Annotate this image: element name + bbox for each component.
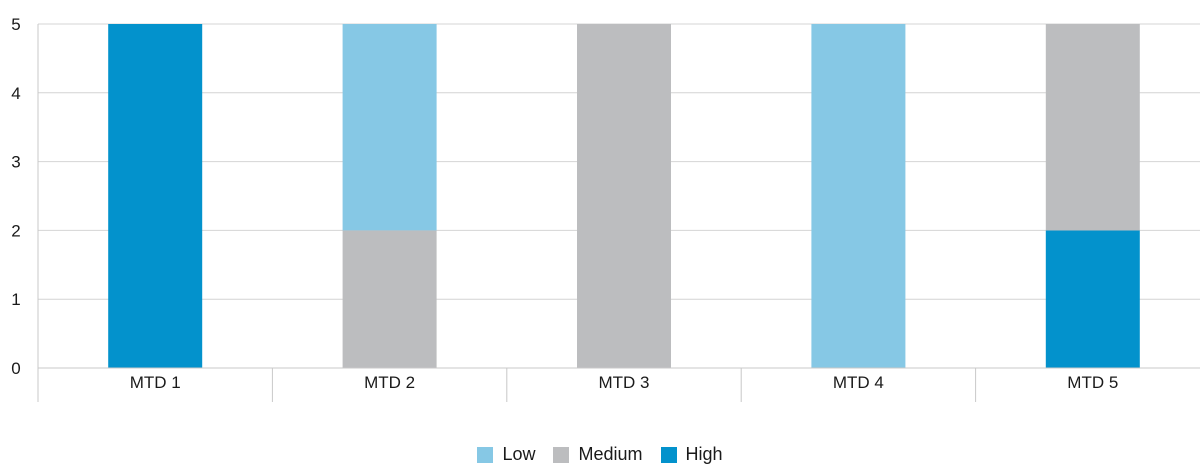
legend-swatch-low <box>477 446 494 463</box>
x-tick-label: MTD 2 <box>364 373 415 392</box>
y-tick-label: 5 <box>11 15 20 34</box>
bar-low-mtd-4 <box>811 24 906 368</box>
legend-swatch-high <box>660 446 677 463</box>
y-tick-label: 1 <box>11 290 20 309</box>
legend-label-high: High <box>685 444 723 464</box>
bar-medium-mtd-3 <box>577 24 671 368</box>
legend-label-medium: Medium <box>578 444 643 464</box>
legend-item-high: High <box>660 444 723 465</box>
bar-medium-mtd-5 <box>1045 24 1140 231</box>
y-tick-label: 2 <box>11 221 20 240</box>
legend-swatch-medium <box>553 446 570 463</box>
bar-medium-mtd-2 <box>342 230 437 368</box>
x-tick-label: MTD 4 <box>833 373 884 392</box>
x-tick-label: MTD 3 <box>599 373 650 392</box>
y-tick-label: 3 <box>11 153 20 172</box>
stacked-bar-chart: 0 1 2 3 4 5 MTD 1 MTD 2 MTD 3 MTD 4 MTD 5 <box>11 15 1200 402</box>
bar-low-mtd-2 <box>342 24 437 231</box>
axes: 0 1 2 3 4 5 MTD 1 MTD 2 MTD 3 MTD 4 MTD 5 <box>11 15 1200 402</box>
legend-item-medium: Medium <box>553 444 643 465</box>
x-tick-label: MTD 5 <box>1067 373 1118 392</box>
y-tick-label: 0 <box>11 359 20 378</box>
legend: Low Medium High <box>0 444 1200 465</box>
bars <box>108 24 1140 368</box>
legend-label-low: Low <box>502 444 536 464</box>
bar-high-mtd-1 <box>108 24 203 368</box>
bar-high-mtd-5 <box>1045 230 1140 368</box>
y-tick-label: 4 <box>11 84 20 103</box>
legend-item-low: Low <box>477 444 535 465</box>
x-tick-label: MTD 1 <box>130 373 181 392</box>
